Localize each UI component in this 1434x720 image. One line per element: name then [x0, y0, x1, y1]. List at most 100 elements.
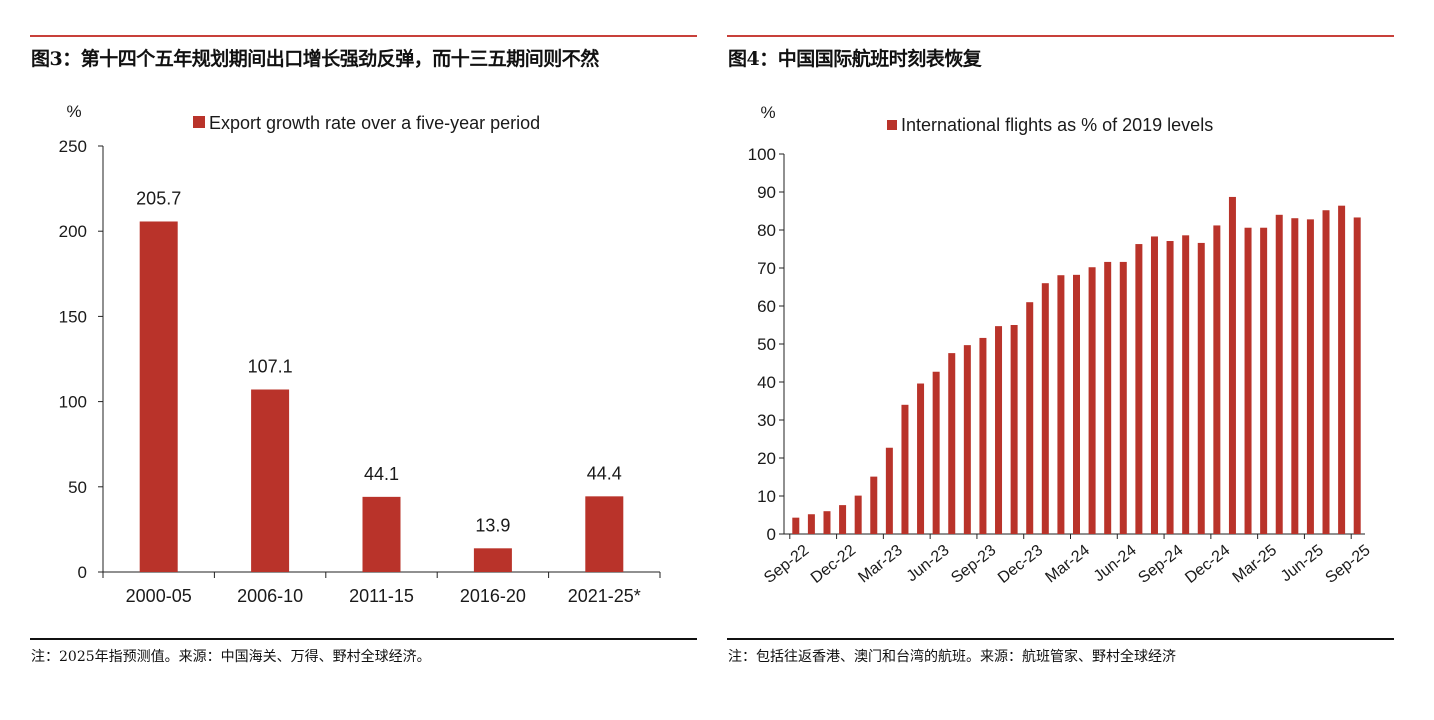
bar — [963, 345, 971, 534]
bar — [1228, 196, 1236, 534]
title-rule — [30, 35, 697, 37]
x-tick-label: Sep-24 — [1135, 542, 1186, 587]
bar — [1041, 283, 1049, 534]
bar — [1197, 242, 1205, 535]
data-label: 13.9 — [475, 515, 510, 535]
bar — [1010, 325, 1018, 534]
bar — [1104, 261, 1112, 534]
footnote: 注：包括往返香港、澳门和台湾的航班。来源：航班管家、野村全球经济 — [728, 649, 1176, 665]
data-label: 107.1 — [248, 357, 293, 377]
x-tick-label: Mar-23 — [855, 542, 905, 587]
bar — [1026, 302, 1034, 534]
bar — [932, 371, 940, 534]
bar — [807, 514, 815, 534]
data-label: 44.1 — [364, 464, 399, 484]
y-tick-label: 0 — [767, 525, 776, 544]
bar — [823, 511, 831, 534]
bar — [792, 517, 800, 534]
y-tick-label: 50 — [68, 478, 87, 497]
x-tick-label: 2016-20 — [460, 586, 526, 606]
y-tick-label: 0 — [78, 563, 87, 582]
bar — [1166, 241, 1174, 534]
x-tick-label: Mar-24 — [1043, 542, 1093, 587]
bar — [139, 221, 178, 573]
bar — [1073, 274, 1080, 534]
bar — [1182, 235, 1190, 534]
x-tick-label: Mar-25 — [1230, 542, 1280, 587]
bar — [1244, 227, 1252, 534]
footnote-rule — [30, 638, 697, 640]
figure-4-panel: 图4：中国国际航班时刻表恢复 % International flights as… — [720, 0, 1434, 720]
bar — [1150, 236, 1158, 534]
y-tick-label: 100 — [748, 145, 776, 164]
figure-title: 图4：中国国际航班时刻表恢复 — [728, 48, 982, 70]
bar — [1291, 218, 1299, 534]
y-tick-label: 200 — [59, 222, 87, 241]
bar — [473, 548, 512, 572]
bar — [948, 353, 956, 534]
bar — [1353, 217, 1361, 534]
y-tick-label: 250 — [59, 137, 87, 156]
y-axis-unit-label: % — [760, 103, 775, 122]
y-tick-label: 90 — [757, 183, 776, 202]
legend-swatch — [887, 120, 897, 130]
international-flights-chart: % International flights as % of 2019 leve… — [748, 103, 1374, 587]
bar — [1338, 205, 1346, 534]
bar — [1275, 214, 1283, 535]
y-tick-label: 60 — [757, 297, 776, 316]
x-tick-label: Jun-25 — [1278, 542, 1327, 586]
y-tick-label: 150 — [59, 307, 87, 326]
data-label: 44.4 — [587, 463, 622, 483]
y-axis-unit-label: % — [66, 102, 81, 121]
export-growth-chart: % Export growth rate over a five-year per… — [59, 102, 661, 606]
x-tick-label: Jun-24 — [1091, 542, 1140, 586]
bar — [979, 337, 987, 534]
bar — [885, 447, 893, 534]
x-tick-label: 2000-05 — [126, 586, 192, 606]
bar — [1213, 225, 1221, 534]
y-tick-label: 30 — [757, 411, 776, 430]
x-tick-label: Dec-24 — [1182, 542, 1233, 587]
footnote-rule — [727, 638, 1394, 640]
footnote: 注：2025年指预测值。来源：中国海关、万得、野村全球经济。 — [31, 649, 431, 665]
legend-label: International flights as % of 2019 level… — [901, 115, 1213, 135]
x-tick-label: Jun-23 — [904, 542, 953, 586]
bar — [1135, 244, 1143, 534]
bar — [1057, 275, 1065, 534]
bar — [1306, 219, 1314, 535]
x-tick-label: Sep-25 — [1323, 542, 1374, 587]
y-tick-label: 80 — [757, 221, 776, 240]
y-tick-label: 40 — [757, 373, 776, 392]
bar — [1088, 267, 1096, 534]
bar — [1260, 227, 1268, 534]
bar — [251, 389, 290, 572]
figure-title: 图3：第十四个五年规划期间出口增长强劲反弹，而十三五期间则不然 — [31, 48, 599, 70]
legend-swatch — [193, 116, 205, 128]
bar — [839, 505, 847, 534]
figure-3-panel: 图3：第十四个五年规划期间出口增长强劲反弹，而十三五期间则不然 % Export … — [30, 35, 697, 665]
bar — [854, 495, 862, 534]
bar — [1119, 261, 1127, 534]
bar — [362, 496, 401, 572]
y-tick-label: 50 — [757, 335, 776, 354]
bar — [995, 326, 1003, 534]
bar — [870, 476, 878, 534]
x-tick-label: Dec-23 — [995, 542, 1046, 587]
bar — [901, 404, 909, 534]
x-tick-label: 2021-25* — [568, 586, 641, 606]
y-tick-label: 100 — [59, 393, 87, 412]
x-tick-label: 2006-10 — [237, 586, 303, 606]
y-tick-label: 10 — [757, 487, 776, 506]
y-tick-label: 70 — [757, 259, 776, 278]
x-tick-label: 2011-15 — [349, 586, 414, 606]
bar — [1322, 210, 1330, 535]
title-rule — [727, 35, 1394, 37]
bar — [917, 383, 925, 534]
y-tick-label: 20 — [757, 449, 776, 468]
x-tick-label: Sep-22 — [761, 542, 812, 587]
x-tick-label: Dec-22 — [808, 542, 859, 587]
bar — [585, 496, 624, 572]
legend-label: Export growth rate over a five-year peri… — [209, 113, 540, 133]
data-label: 205.7 — [136, 188, 181, 208]
x-tick-label: Sep-23 — [948, 542, 999, 587]
